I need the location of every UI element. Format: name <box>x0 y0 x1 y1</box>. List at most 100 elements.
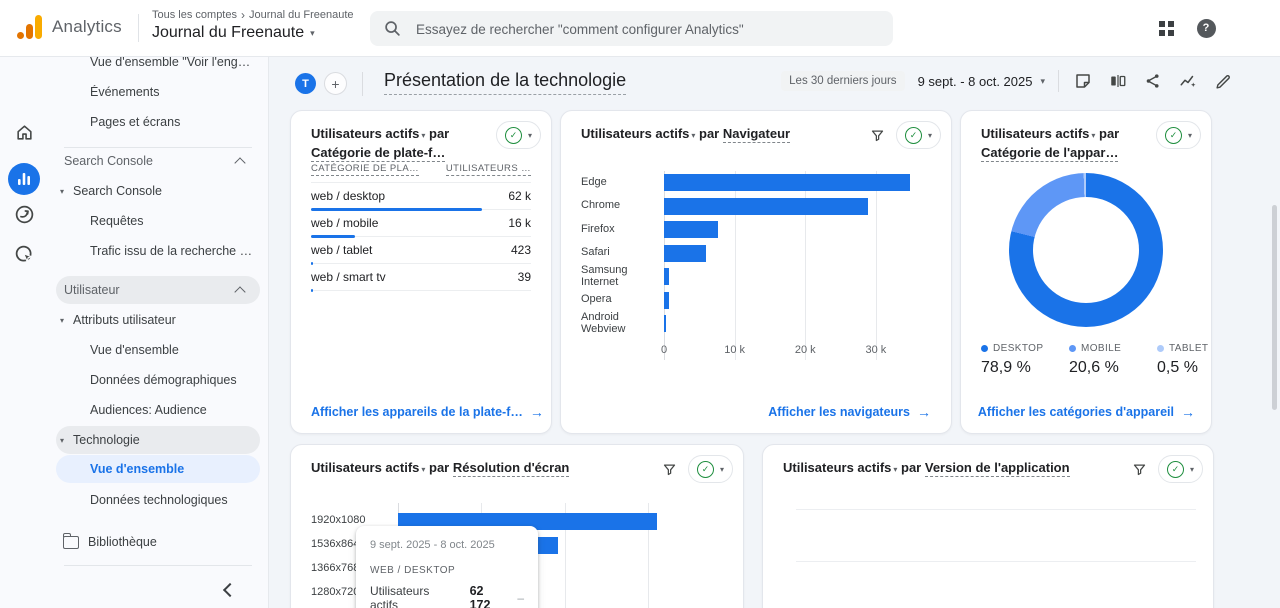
dimension-selector[interactable]: Version de l'application <box>925 460 1070 477</box>
edit-button[interactable] <box>1212 70 1234 92</box>
chevron-up-icon <box>234 286 245 297</box>
dimension-selector[interactable]: Résolution d'écran <box>453 460 570 477</box>
apps-grid-button[interactable] <box>1155 17 1177 39</box>
data-quality-control[interactable]: ✓ ▾ <box>496 121 541 149</box>
chart-bar[interactable] <box>664 221 718 238</box>
insights-button[interactable] <box>1177 70 1199 92</box>
data-quality-control[interactable]: ✓ ▾ <box>1158 455 1203 483</box>
nav-reports-button[interactable] <box>0 163 48 195</box>
nav-item-overview-engagement[interactable]: Vue d'ensemble "Voir l'eng… <box>56 56 260 76</box>
product-name: Analytics <box>52 17 122 37</box>
date-range-selector[interactable]: 9 sept. - 8 oct. 2025 ▾ <box>918 74 1045 89</box>
chevron-down-icon: ▾ <box>421 465 425 474</box>
nav-item-pages-screens[interactable]: Pages et écrans <box>56 108 260 136</box>
chart-bar[interactable] <box>664 245 706 262</box>
platform-table: CATÉGORIE DE PLA… UTILISATEURS … web / d… <box>311 163 531 291</box>
nav-section-search-console[interactable]: Search Console <box>56 147 260 175</box>
nav-item-library[interactable]: Bibliothèque <box>56 528 260 556</box>
dimension-selector[interactable]: Catégorie de plate-f… <box>311 145 445 162</box>
help-icon: ? <box>1197 19 1216 38</box>
help-button[interactable]: ? <box>1195 17 1217 39</box>
par-text: par <box>901 460 921 475</box>
filter-button[interactable] <box>864 121 892 149</box>
link-view-browsers[interactable]: Afficher les navigateurs→ <box>768 404 931 420</box>
breadcrumb-current[interactable]: Journal du Freenaute <box>249 9 354 21</box>
metric-selector[interactable]: Utilisateurs actifs▾ <box>783 460 897 475</box>
nav-item-tech-overview[interactable]: Vue d'ensemble <box>56 455 260 483</box>
card-title: Utilisateurs actifs▾ par Résolution d'éc… <box>311 459 569 478</box>
chevron-down-icon: ▾ <box>310 28 315 39</box>
chart-bar[interactable] <box>664 315 666 332</box>
metric-selector[interactable]: Utilisateurs actifs▾ <box>581 126 695 141</box>
card-title: Utilisateurs actifs▾ par Version de l'ap… <box>783 459 1070 478</box>
dimension-selector[interactable]: Catégorie de l'appar… <box>981 145 1118 162</box>
add-tab-button[interactable]: + <box>324 72 347 95</box>
nav-home-button[interactable] <box>0 123 48 142</box>
property-selector[interactable]: Journal du Freenaute ▾ <box>152 24 354 42</box>
share-button[interactable] <box>1142 70 1164 92</box>
device-donut-chart[interactable] <box>1009 173 1163 327</box>
legend-dot <box>1069 345 1076 352</box>
explore-icon <box>14 204 35 225</box>
nav-item-events[interactable]: Événements <box>56 78 260 106</box>
nav-item-queries[interactable]: Requêtes <box>56 207 260 235</box>
table-row: web / desktop62 k <box>311 183 531 210</box>
column-header-metric[interactable]: UTILISATEURS … <box>446 163 531 176</box>
nav-item-user-attributes[interactable]: ▾ Attributs utilisateur <box>56 306 260 334</box>
data-quality-control[interactable]: ✓ ▾ <box>896 121 941 149</box>
metric-selector[interactable]: Utilisateurs actifs▾ <box>311 460 425 475</box>
nav-section-user[interactable]: Utilisateur <box>56 276 260 304</box>
nav-explore-button[interactable] <box>0 204 48 225</box>
dimension-selector[interactable]: Navigateur <box>723 126 790 143</box>
data-quality-control[interactable]: ✓ ▾ <box>688 455 733 483</box>
link-view-platform-devices[interactable]: Afficher les appareils de la plate-f…→ <box>311 404 544 420</box>
nav-item-technology[interactable]: ▾ Technologie <box>56 426 260 454</box>
compare-button[interactable] <box>1107 70 1129 92</box>
chart-bar[interactable] <box>664 198 868 215</box>
vertical-scrollbar[interactable] <box>1272 205 1277 410</box>
expand-triangle-icon: ▾ <box>60 187 64 196</box>
chart-bar[interactable] <box>664 174 910 191</box>
date-range-value: 9 sept. - 8 oct. 2025 <box>918 74 1033 89</box>
card-title: Utilisateurs actifs▾ par Catégorie de pl… <box>311 125 469 163</box>
card-title: Utilisateurs actifs▾ par Catégorie de l'… <box>981 125 1139 163</box>
icon-rail: ⚙ <box>0 56 49 608</box>
arrow-right-icon: → <box>530 404 544 420</box>
search-input[interactable] <box>414 11 878 48</box>
notes-button[interactable] <box>1072 70 1094 92</box>
nav-advertising-button[interactable] <box>0 244 48 265</box>
chart-bar[interactable] <box>664 268 669 285</box>
metric-selector[interactable]: Utilisateurs actifs▾ <box>981 126 1095 141</box>
metric-selector[interactable]: Utilisateurs actifs▾ <box>311 126 425 141</box>
nav-item-organic-search-traffic[interactable]: Trafic issu de la recherche … <box>56 237 260 265</box>
collection-tab[interactable]: T <box>295 73 316 94</box>
nav-item-tech-details[interactable]: Données technologiques <box>56 486 260 514</box>
par-text: par <box>1099 126 1119 141</box>
chevron-down-icon: ▾ <box>1188 131 1192 140</box>
divider <box>1058 70 1059 92</box>
nav-item-user-overview[interactable]: Vue d'ensemble <box>56 336 260 364</box>
folder-icon <box>63 536 79 549</box>
nav-item-demographics[interactable]: Données démographiques <box>56 366 260 394</box>
link-view-device-categories[interactable]: Afficher les catégories d'appareil→ <box>978 404 1195 420</box>
top-header: Analytics Tous les comptes › Journal du … <box>0 0 1280 57</box>
filter-button[interactable] <box>1126 455 1154 483</box>
filter-button[interactable] <box>656 455 684 483</box>
check-circle-icon: ✓ <box>1167 461 1184 478</box>
breadcrumb-root[interactable]: Tous les comptes <box>152 9 237 21</box>
bar-label: Chrome <box>581 200 664 212</box>
chart-bar[interactable] <box>664 292 669 309</box>
card-platform-category: Utilisateurs actifs▾ par Catégorie de pl… <box>290 110 552 434</box>
report-title[interactable]: Présentation de la technologie <box>384 70 626 95</box>
chevron-down-icon: ▾ <box>1091 131 1095 140</box>
nav-item-search-console[interactable]: ▾ Search Console <box>56 177 260 205</box>
nav-item-audiences[interactable]: Audiences: Audience <box>56 396 260 424</box>
data-quality-control[interactable]: ✓ ▾ <box>1156 121 1201 149</box>
column-header-dimension[interactable]: CATÉGORIE DE PLA… <box>311 163 419 176</box>
analytics-logo[interactable]: Analytics <box>16 14 122 40</box>
comparison-dash-icon: – <box>517 591 524 605</box>
card-title: Utilisateurs actifs▾ par Navigateur <box>581 125 790 144</box>
gridline <box>796 561 1196 562</box>
check-circle-icon: ✓ <box>905 127 922 144</box>
collapse-nav-button[interactable] <box>220 580 240 600</box>
